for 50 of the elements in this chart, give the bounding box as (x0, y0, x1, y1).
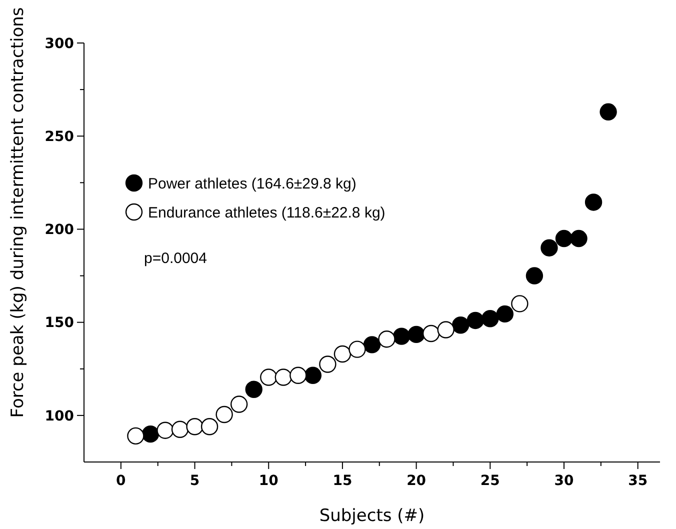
x-tick-label: 10 (258, 473, 279, 489)
point (156, 422, 174, 439)
point (496, 305, 514, 323)
x-tick-label: 30 (554, 473, 574, 489)
y-tick-label: 300 (44, 36, 74, 52)
point (186, 418, 204, 436)
point (526, 267, 544, 284)
point (319, 356, 336, 373)
point (334, 345, 352, 363)
point (171, 420, 189, 438)
annotation: p=0.0004 (144, 250, 207, 267)
point (408, 326, 425, 344)
y-axis-title: Force peak (kg) during intermittent contractions (8, 7, 28, 418)
point (584, 194, 602, 211)
x-axis-title: Subjects (#) (319, 506, 425, 526)
point (290, 366, 307, 384)
legend-label: Endurance athletes (118.6±22.8 kg) (148, 204, 386, 222)
x-tick-label: 5 (190, 473, 200, 489)
point (348, 340, 366, 358)
x-tick-label: 15 (332, 473, 352, 489)
point (127, 427, 144, 445)
y-tick-label: 200 (44, 222, 74, 238)
x-tick-label: 20 (406, 473, 426, 489)
point (304, 366, 322, 384)
point (274, 368, 292, 386)
x-tick-label: 25 (480, 473, 500, 489)
point (570, 230, 588, 248)
point (200, 418, 218, 436)
y-tick-label: 150 (44, 315, 74, 332)
point (600, 103, 617, 120)
y-tick-label: 250 (44, 129, 74, 146)
x-tick-label: 35 (628, 473, 648, 489)
point (260, 368, 278, 386)
point (452, 316, 470, 334)
point (142, 425, 160, 443)
point (555, 230, 573, 248)
point (511, 295, 528, 312)
point (230, 396, 248, 413)
point (363, 336, 381, 354)
y-tick-label: 100 (44, 408, 74, 424)
point (422, 324, 440, 342)
point (378, 330, 396, 348)
legend-label: Power athletes (164.6±29.8 kg) (148, 175, 356, 192)
point (437, 321, 454, 338)
point (540, 239, 558, 256)
point (245, 380, 262, 398)
point (466, 312, 484, 330)
point (216, 406, 233, 424)
x-tick-label: 0 (116, 473, 126, 489)
point (482, 310, 499, 328)
